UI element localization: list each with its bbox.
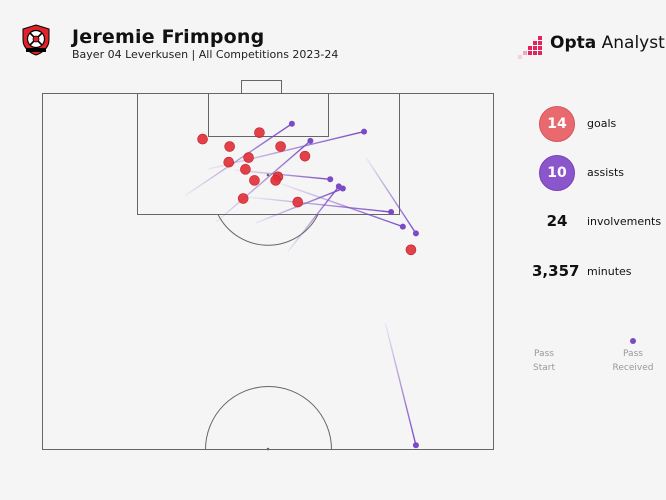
goals-label: goals xyxy=(587,117,617,130)
legend-start-line1: Pass xyxy=(534,349,554,359)
legend-start-line2: Start xyxy=(533,363,555,373)
centre-circle xyxy=(205,386,332,450)
goal-shot-point xyxy=(197,133,208,145)
pitch-markings xyxy=(42,80,494,450)
goal-shot-point xyxy=(405,244,417,256)
legend-end-line2: Received xyxy=(612,363,654,373)
brand-bold: Opta xyxy=(550,33,597,53)
opta-logo-mark-icon xyxy=(518,36,542,59)
bayer-leverkusen-crest-icon xyxy=(22,24,50,56)
goal-shot-point xyxy=(275,141,286,152)
centre-spot xyxy=(266,447,270,451)
goal-shot-point xyxy=(224,141,235,152)
player-name-title: Jeremie Frimpong xyxy=(72,26,265,48)
assist-pass-line xyxy=(248,196,392,213)
assist-pass-line xyxy=(215,140,311,223)
assists-label: assists xyxy=(587,166,625,179)
opta-analyst-logo xyxy=(518,36,542,59)
assist-pass-received-point xyxy=(288,120,295,127)
assist-pass-line xyxy=(280,182,404,228)
assist-pass-line xyxy=(184,123,293,197)
involvements-label: involvements xyxy=(587,215,662,228)
assist-pass-received-point xyxy=(307,137,314,144)
goal-shot-point xyxy=(254,127,265,138)
assist-pass-received-point xyxy=(412,230,419,237)
goal-shot-point xyxy=(299,150,311,162)
pass-legend xyxy=(544,338,636,344)
assist-layer xyxy=(184,120,419,449)
team-competition-subtitle: Bayer 04 Leverkusen | All Competitions 2… xyxy=(72,48,339,61)
assists-value-badge: 10 xyxy=(539,155,575,191)
shot-layer xyxy=(197,127,417,256)
legend-pass-start-label: Pass Start xyxy=(528,347,560,375)
assist-pass-received-point xyxy=(361,128,368,135)
legend-pass-received-label: Pass Received xyxy=(608,347,658,375)
goal-shot-point xyxy=(223,156,235,168)
goal-shot-point xyxy=(270,175,281,186)
minutes-label: minutes xyxy=(587,265,632,278)
assist-pass-received-point xyxy=(412,442,419,449)
assist-pass-received-point xyxy=(327,176,334,183)
goal xyxy=(241,80,282,94)
penalty-spot xyxy=(266,173,270,177)
minutes-value: 3,357 xyxy=(532,262,580,280)
goals-value-badge: 14 xyxy=(539,106,575,142)
goal-shot-point xyxy=(249,175,260,186)
brand-light: Analyst xyxy=(596,33,665,53)
involvements-value: 24 xyxy=(546,212,568,230)
penalty-arc xyxy=(217,214,319,246)
goal-shot-point xyxy=(292,196,304,208)
legend-pass-received-dot xyxy=(630,338,636,344)
assist-pass-received-point xyxy=(399,223,406,230)
assist-pass-line xyxy=(365,157,417,234)
assist-pass-received-point xyxy=(388,209,395,216)
goal-shot-point xyxy=(243,152,254,163)
assist-pass-received-point xyxy=(335,183,342,190)
goal-shot-point xyxy=(240,164,251,175)
brand-wordmark: Opta Analyst xyxy=(550,33,665,53)
pitch-outline xyxy=(42,93,494,450)
pitch-chart xyxy=(42,80,494,451)
six-yard-box xyxy=(208,93,329,137)
goal-shot-point xyxy=(237,193,249,204)
assist-pass-line xyxy=(287,185,340,252)
legend-end-line1: Pass xyxy=(623,349,643,359)
assist-pass-line xyxy=(384,322,417,446)
